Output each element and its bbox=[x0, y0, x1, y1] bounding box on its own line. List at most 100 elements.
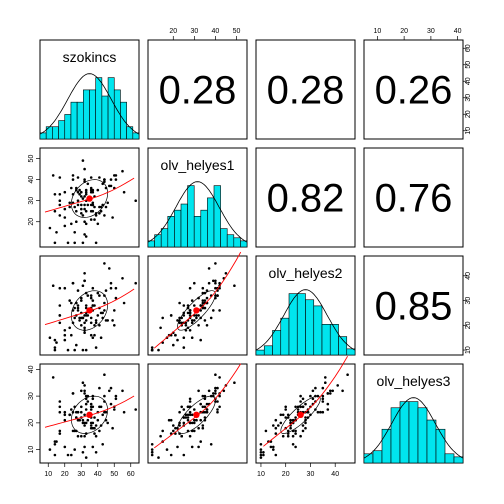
scatter-point bbox=[104, 205, 108, 209]
scatter-point bbox=[51, 376, 55, 379]
scatter-point bbox=[80, 405, 83, 409]
scatter-point bbox=[78, 193, 81, 196]
scatter-point bbox=[321, 400, 325, 403]
scatter-point bbox=[53, 209, 57, 213]
panel-border bbox=[39, 363, 140, 464]
scatter-point bbox=[309, 394, 312, 398]
y-tick-label: 60 bbox=[465, 44, 472, 52]
mean-point bbox=[297, 411, 304, 418]
scatter-point bbox=[66, 348, 70, 352]
scatter-point bbox=[205, 324, 209, 327]
scatter-point bbox=[103, 394, 106, 398]
scatter-point bbox=[218, 376, 221, 379]
scatter-point bbox=[169, 314, 173, 317]
scatter-point bbox=[186, 418, 190, 422]
scatter-point bbox=[190, 321, 194, 325]
scatter-point bbox=[84, 456, 88, 459]
scatter-point bbox=[212, 279, 215, 283]
panel-olv_helyes3-olv_helyes3: olv_helyes3 bbox=[363, 363, 464, 464]
scatter-point bbox=[70, 186, 73, 190]
scatter-point bbox=[172, 343, 175, 347]
scatter-point bbox=[182, 408, 186, 411]
scatter-point bbox=[63, 207, 67, 211]
histogram-bar bbox=[89, 89, 96, 140]
scatter-point bbox=[48, 336, 52, 340]
scatter-point bbox=[53, 346, 57, 349]
scatter-point bbox=[81, 418, 85, 422]
scatter-point bbox=[216, 386, 219, 390]
y-tick-label: 30 bbox=[28, 197, 35, 205]
scatter-point bbox=[73, 231, 76, 234]
panel-olv_helyes1-olv_helyes3: 0.76 bbox=[363, 147, 464, 248]
scatter-point bbox=[212, 392, 215, 395]
scatter-point bbox=[81, 197, 85, 200]
panel-olv_helyes1-szokincs bbox=[39, 147, 140, 248]
scatter-point bbox=[199, 309, 202, 312]
panel-szokincs-olv_helyes2: 0.28 bbox=[255, 39, 356, 140]
variable-label: szokincs bbox=[63, 49, 117, 65]
scatter-point bbox=[66, 241, 70, 245]
scatter-point bbox=[94, 319, 98, 322]
x-tick-label: 10 bbox=[373, 28, 381, 35]
scatter-point bbox=[98, 429, 101, 433]
histogram-bar bbox=[95, 77, 103, 140]
smooth-line bbox=[263, 355, 348, 447]
scatter-point bbox=[294, 405, 297, 409]
scatter-point bbox=[197, 389, 200, 393]
scatter-point bbox=[111, 216, 114, 219]
scatter-point bbox=[311, 397, 315, 401]
scatter-point bbox=[109, 281, 113, 285]
scatter-point bbox=[58, 321, 62, 325]
scatter-point bbox=[81, 421, 85, 425]
scatter-point bbox=[68, 413, 71, 417]
scatter-point bbox=[73, 241, 76, 245]
scatter-point bbox=[106, 319, 109, 322]
scatter-point bbox=[84, 209, 88, 213]
scatter-point bbox=[205, 289, 209, 292]
histogram-bar bbox=[160, 228, 169, 248]
scatter-point bbox=[259, 453, 263, 457]
scatter-point bbox=[63, 413, 67, 417]
scatter-point bbox=[186, 405, 190, 409]
scatter-point bbox=[76, 199, 80, 202]
scatter-point bbox=[262, 453, 265, 457]
scatter-point bbox=[274, 426, 278, 430]
scatter-point bbox=[304, 402, 307, 406]
scatter-point bbox=[203, 299, 207, 302]
scatter-point bbox=[150, 453, 154, 457]
variable-label: olv_helyes1 bbox=[161, 157, 235, 173]
scatter-point bbox=[58, 314, 62, 317]
histogram-bar bbox=[193, 216, 202, 248]
mean-point bbox=[193, 411, 200, 418]
scatter-point bbox=[289, 418, 292, 422]
scatter-point bbox=[114, 178, 118, 181]
scatter-point bbox=[84, 408, 88, 411]
scatter-point bbox=[68, 201, 71, 205]
scatter-point bbox=[176, 319, 179, 322]
scatter-point bbox=[199, 402, 202, 406]
correlation-ellipse bbox=[280, 395, 321, 434]
scatter-point bbox=[178, 321, 181, 325]
scatter-point bbox=[218, 394, 221, 398]
scatter-point bbox=[109, 184, 113, 188]
histogram-bar bbox=[313, 305, 323, 356]
correlation-ellipse bbox=[71, 290, 108, 331]
scatter-point bbox=[103, 373, 106, 377]
scatter-point bbox=[76, 203, 80, 207]
panel-border bbox=[39, 255, 140, 356]
x-tick-label: 40 bbox=[454, 28, 462, 35]
scatter-point bbox=[209, 316, 213, 320]
scatter-point bbox=[83, 331, 86, 335]
scatter-point bbox=[84, 319, 88, 322]
scatter-point bbox=[169, 453, 173, 457]
scatter-point bbox=[81, 381, 85, 385]
correlation-label: 0.76 bbox=[375, 177, 453, 221]
scatter-point bbox=[195, 314, 198, 317]
histogram-bar bbox=[200, 209, 208, 248]
histogram-bar bbox=[338, 336, 348, 356]
scatter-point bbox=[70, 301, 73, 305]
scatter-point bbox=[83, 203, 86, 207]
x-tick-label: 20 bbox=[282, 471, 290, 478]
scatter-point bbox=[182, 346, 186, 349]
scatter-point bbox=[103, 180, 106, 183]
